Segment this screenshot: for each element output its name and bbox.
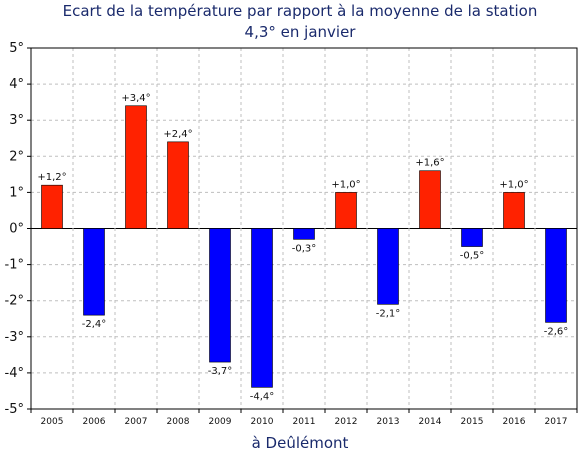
bar-2006 [83,228,105,316]
x-tick-label: 2005 [41,417,64,427]
data-label-2013: -2,1° [376,308,401,319]
y-tick-label: -3° [5,330,24,345]
bar-2014 [419,170,441,229]
y-tick-label: 1° [9,185,24,200]
data-label-2012: +1,0° [331,179,360,190]
x-tick-label: 2015 [461,417,484,427]
x-tick-label: 2013 [377,417,400,427]
x-tick-label: 2008 [167,417,190,427]
x-tick-label: 2010 [251,417,274,427]
y-tick-label: 5° [9,41,24,56]
grid-lines [31,48,577,409]
bar-2011 [293,228,315,240]
bar-2015 [461,228,483,247]
bar-2009 [209,228,231,363]
data-label-2017: -2,6° [544,326,569,337]
bar-2016 [503,192,525,229]
x-tick-label: 2014 [419,417,442,427]
data-label-2016: +1,0° [499,179,528,190]
bar-2007 [125,105,147,229]
data-labels: +1,2° -2,4° +3,4° +2,4° -3,7° -4,4° -0,3° +1,0°… [37,93,568,403]
x-tick-label: 2017 [545,417,568,427]
y-tick-label: -1° [5,258,24,273]
y-tick-label: 3° [9,113,24,128]
data-label-2005: +1,2° [37,172,66,183]
y-tick-label: -4° [5,366,24,381]
x-tick-label: 2009 [209,417,232,427]
bar-2017 [545,228,567,323]
x-tick-label: 2016 [503,417,526,427]
data-label-2014: +1,6° [415,158,444,169]
y-tick-label: 2° [9,149,24,164]
chart-title-line-2: 4,3° en janvier [245,23,357,41]
bar-2013 [377,228,399,305]
y-axis: 5° 4° 3° 2° 1° 0° -1° -2° -3° -4° -5° [5,41,31,417]
x-tick-label: 2007 [125,417,148,427]
data-label-2015: -0,5° [460,251,485,262]
y-tick-label: 0° [9,222,24,237]
bar-2010 [251,228,273,388]
data-label-2008: +2,4° [163,129,192,140]
data-label-2007: +3,4° [121,93,150,104]
bar-2008 [167,141,189,229]
chart-title-line-1: Ecart de la température par rapport à la… [63,2,538,20]
y-tick-label: -5° [5,402,24,417]
data-label-2006: -2,4° [82,319,107,330]
x-tick-label: 2012 [335,417,358,427]
data-label-2009: -3,7° [208,366,233,377]
x-tick-label: 2011 [293,417,316,427]
y-tick-label: -2° [5,294,24,309]
data-label-2010: -4,4° [250,391,275,402]
x-axis: 2005 2006 2007 2008 2009 2010 2011 2012 2013 2014… [30,409,578,427]
bar-series [41,105,567,388]
x-tick-label: 2006 [83,417,106,427]
bar-2012 [335,192,357,229]
y-tick-label: 4° [9,77,24,92]
x-axis-label: à Deûlémont [252,434,349,452]
bar-2005 [41,184,63,229]
data-label-2011: -0,3° [292,243,317,254]
